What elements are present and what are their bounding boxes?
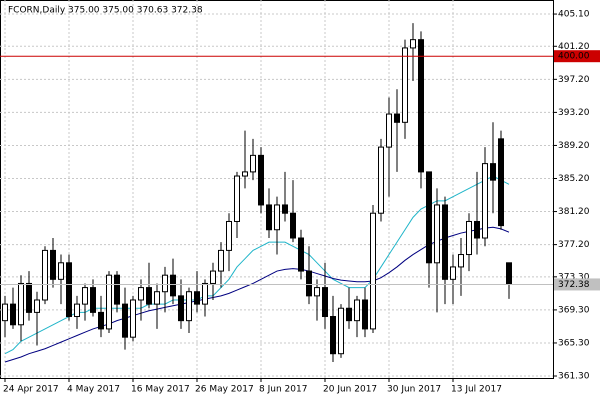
candle-body bbox=[498, 138, 504, 227]
level-label-box bbox=[554, 50, 600, 63]
candle-body bbox=[138, 287, 144, 301]
candle-body bbox=[234, 175, 240, 222]
candle-body bbox=[146, 287, 152, 305]
y-tick-label: 393.20 bbox=[558, 108, 590, 118]
candle-body bbox=[122, 303, 128, 338]
plot-frame bbox=[0, 0, 554, 379]
candle-body bbox=[226, 220, 232, 251]
chart-title: FCORN,Daily 375.00 375.00 370.63 372.38 bbox=[8, 6, 203, 16]
candle-body bbox=[90, 287, 96, 313]
candle-body bbox=[506, 262, 512, 285]
candle-body bbox=[58, 262, 64, 280]
candle-body bbox=[10, 303, 16, 326]
y-tick-label: 373.30 bbox=[558, 272, 590, 282]
level-label: 400.00 bbox=[558, 52, 590, 62]
candle-body bbox=[290, 212, 296, 239]
y-tick-label: 361.30 bbox=[558, 372, 590, 382]
candle-body bbox=[274, 204, 280, 231]
candle-body bbox=[386, 113, 392, 148]
x-tick-label: 13 Jul 2017 bbox=[451, 385, 502, 395]
candle-body bbox=[250, 154, 256, 173]
candle-body bbox=[354, 299, 360, 322]
candle-body bbox=[74, 303, 80, 318]
y-tick-label: 389.20 bbox=[558, 141, 590, 151]
candle-body bbox=[178, 295, 184, 322]
candle-body bbox=[2, 303, 8, 322]
candle-body bbox=[474, 220, 480, 239]
candle-body bbox=[482, 163, 488, 239]
candle-body bbox=[106, 274, 112, 330]
candle-body bbox=[442, 204, 448, 280]
y-tick-label: 405.10 bbox=[558, 10, 590, 20]
candle-body bbox=[34, 299, 40, 313]
candle-body bbox=[18, 282, 24, 326]
candle-body bbox=[266, 204, 272, 231]
x-tick-label: 30 Jun 2017 bbox=[387, 385, 441, 395]
moving-average-line bbox=[4, 175, 510, 355]
moving-average-line bbox=[4, 226, 510, 363]
y-tick-label: 381.20 bbox=[558, 207, 590, 217]
x-tick-label: 16 May 2017 bbox=[131, 385, 190, 395]
y-tick-label: 397.20 bbox=[558, 75, 590, 85]
candle-body bbox=[426, 171, 432, 264]
candle-body bbox=[202, 282, 208, 305]
candle-body bbox=[154, 291, 160, 305]
candle-body bbox=[410, 39, 416, 49]
candle-body bbox=[282, 204, 288, 214]
y-tick-label: 369.30 bbox=[558, 305, 590, 315]
candle-body bbox=[114, 274, 120, 305]
candle-body bbox=[394, 113, 400, 123]
candle-body bbox=[258, 154, 264, 206]
x-tick-label: 8 Jun 2017 bbox=[259, 385, 307, 395]
x-tick-label: 4 May 2017 bbox=[67, 385, 120, 395]
candle-body bbox=[42, 249, 48, 301]
candle-body bbox=[314, 287, 320, 297]
candle-body bbox=[434, 204, 440, 264]
candle-body bbox=[66, 262, 72, 318]
candle-body bbox=[346, 307, 352, 322]
candle-body bbox=[82, 287, 88, 305]
level-label: 372.38 bbox=[558, 280, 590, 290]
candle-body bbox=[450, 266, 456, 280]
x-tick-label: 20 Jun 2017 bbox=[323, 385, 377, 395]
candle-body bbox=[490, 163, 496, 181]
level-label-box bbox=[554, 278, 600, 291]
candle-body bbox=[210, 270, 216, 284]
candle-body bbox=[194, 291, 200, 305]
candle-body bbox=[458, 254, 464, 268]
candle-body bbox=[242, 171, 248, 177]
candle-body bbox=[298, 237, 304, 272]
y-tick-label: 385.20 bbox=[558, 174, 590, 184]
candle-body bbox=[322, 287, 328, 318]
candle-body bbox=[50, 249, 56, 280]
candle-body bbox=[186, 291, 192, 322]
candle-body bbox=[218, 249, 224, 272]
candle-body bbox=[330, 316, 336, 355]
candle-body bbox=[466, 220, 472, 256]
y-tick-label: 365.30 bbox=[558, 338, 590, 348]
candle-body bbox=[130, 299, 136, 338]
candle-body bbox=[170, 274, 176, 297]
y-tick-label: 377.20 bbox=[558, 240, 590, 250]
candle-body bbox=[26, 282, 32, 313]
candle-body bbox=[98, 311, 104, 330]
candle-body bbox=[378, 146, 384, 214]
candle-body bbox=[402, 47, 408, 123]
candle-body bbox=[418, 39, 424, 173]
candle-body bbox=[162, 274, 168, 293]
candle-body bbox=[338, 307, 344, 355]
candle-body bbox=[362, 299, 368, 330]
candle-body bbox=[370, 212, 376, 330]
y-tick-label: 401.20 bbox=[558, 42, 590, 52]
candle-body bbox=[306, 270, 312, 297]
x-tick-label: 26 May 2017 bbox=[195, 385, 254, 395]
x-tick-label: 24 Apr 2017 bbox=[3, 385, 59, 395]
